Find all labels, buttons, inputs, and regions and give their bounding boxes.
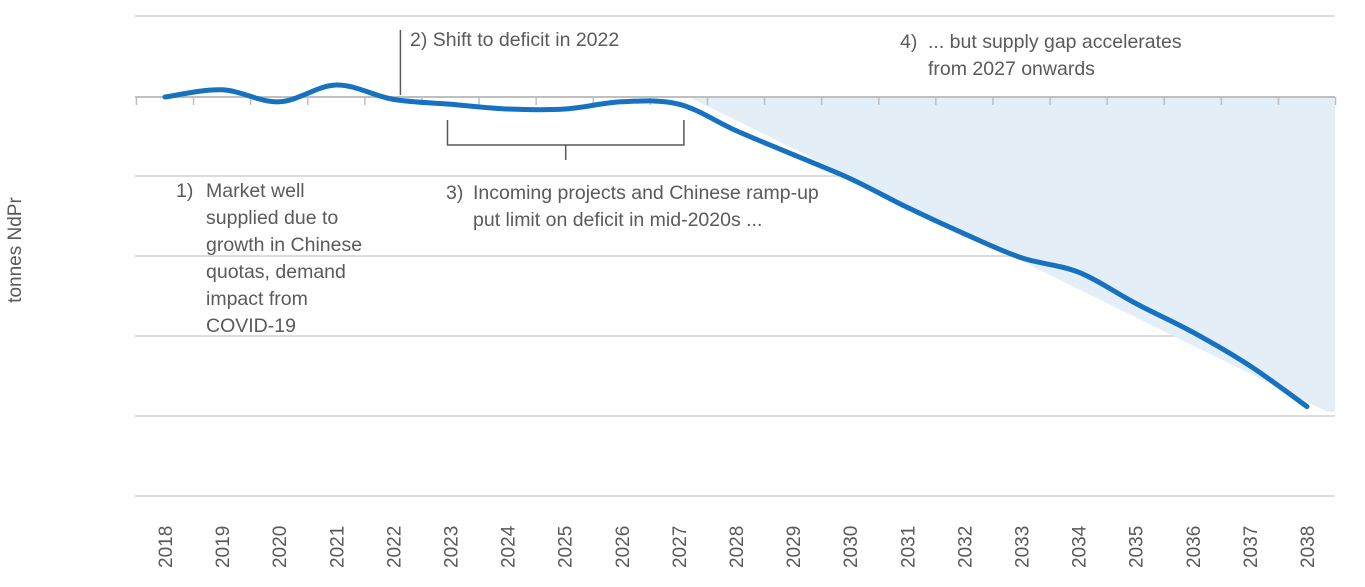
annotation-3-line: put limit on deficit in mid-2020s ... — [473, 209, 763, 231]
x-tick-label: 2023 — [442, 526, 463, 568]
annotation-3-bracket — [446, 120, 685, 160]
annotation-2-number: 2) — [410, 29, 428, 51]
series-line — [162, 82, 1310, 410]
annotation-1: 1) Market well supplied due to growth in… — [176, 178, 362, 340]
x-tick-label: 2025 — [556, 526, 577, 568]
annotation-1-line: growth in Chinese — [206, 234, 363, 256]
annotation-2-line: Shift to deficit in 2022 — [432, 29, 620, 51]
annotation-1-line: supplied due to — [206, 207, 339, 229]
annotation-4-line: ... but supply gap accelerates — [928, 31, 1182, 53]
x-tick-label: 2031 — [898, 526, 919, 568]
x-tick-label: 2036 — [1184, 526, 1205, 568]
x-axis-labels: 2018 2019 2020 2021 2022 2023 2024 2025 2026 2027… — [156, 525, 1319, 568]
x-tick-label: 2033 — [1013, 526, 1034, 568]
x-tick-label: 2032 — [955, 526, 976, 568]
x-tick-label: 2038 — [1298, 526, 1319, 568]
x-tick-label: 2019 — [213, 526, 234, 568]
x-tick-label: 2034 — [1070, 525, 1091, 568]
annotation-1-line: impact from — [206, 288, 308, 310]
x-tick-label: 2035 — [1127, 526, 1148, 568]
annotation-4: 4) ... but supply gap accelerates from 2… — [900, 29, 1182, 83]
x-tick-label: 2028 — [727, 526, 748, 568]
annotation-3-line: Incoming projects and Chinese ramp-up — [473, 182, 819, 204]
x-tick-label: 2029 — [784, 526, 805, 568]
annotation-4-line: from 2027 onwards — [928, 58, 1095, 80]
annotation-1-line: COVID-19 — [206, 315, 296, 337]
annotation-3: 3) Incoming projects and Chinese ramp-up… — [446, 180, 819, 234]
annotation-1-line: quotas, demand — [206, 261, 346, 283]
x-tick-label: 2024 — [499, 525, 520, 568]
x-tick-label: 2020 — [270, 526, 291, 568]
x-tick-label: 2022 — [384, 526, 405, 568]
x-tick-label: 2030 — [841, 526, 862, 568]
x-tick-label: 2021 — [327, 526, 348, 568]
annotation-1-number: 1) — [176, 180, 194, 202]
x-tick-label: 2026 — [613, 526, 634, 568]
annotation-1-line: Market well — [206, 180, 305, 202]
x-tick-label: 2027 — [670, 526, 691, 568]
annotation-3-number: 3) — [446, 182, 464, 204]
y-axis-label: tonnes NdPr — [5, 197, 26, 303]
annotation-4-number: 4) — [900, 31, 918, 53]
gridlines — [135, 15, 1335, 497]
annotation-2: 2) Shift to deficit in 2022 — [410, 27, 619, 54]
x-tick-label: 2037 — [1241, 526, 1262, 568]
x-tick-label: 2018 — [156, 526, 177, 568]
